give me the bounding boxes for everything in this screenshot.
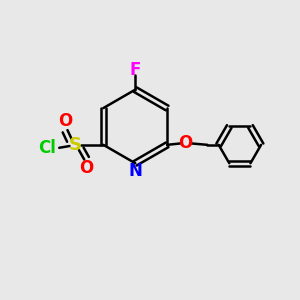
Text: S: S <box>69 136 82 154</box>
Text: N: N <box>128 163 142 181</box>
Text: O: O <box>58 112 72 130</box>
Text: F: F <box>130 61 141 80</box>
Text: Cl: Cl <box>38 139 56 157</box>
Text: O: O <box>178 134 193 152</box>
Text: O: O <box>80 159 94 177</box>
